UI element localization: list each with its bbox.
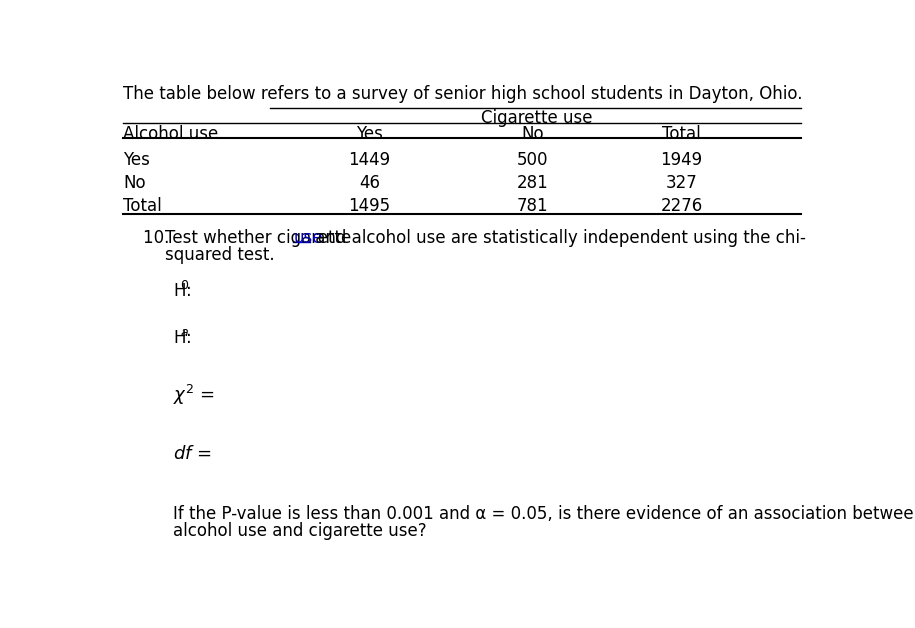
Text: :: : xyxy=(186,282,191,300)
Text: 1449: 1449 xyxy=(349,151,391,169)
Text: Test whether cigarette: Test whether cigarette xyxy=(165,229,357,247)
Text: 327: 327 xyxy=(666,174,697,192)
Text: Cigarette use: Cigarette use xyxy=(480,109,592,127)
Text: Total: Total xyxy=(662,124,701,143)
Text: H: H xyxy=(173,282,186,300)
Text: squared test.: squared test. xyxy=(165,246,274,264)
Text: alcohol use and cigarette use?: alcohol use and cigarette use? xyxy=(173,522,427,540)
Text: 281: 281 xyxy=(517,174,549,192)
Text: If the P-value is less than 0.001 and α = 0.05, is there evidence of an associat: If the P-value is less than 0.001 and α … xyxy=(173,505,915,523)
Text: :: : xyxy=(186,330,191,347)
Text: and alcohol use are statistically independent using the chi-: and alcohol use are statistically indepe… xyxy=(310,229,806,247)
Text: 1949: 1949 xyxy=(661,151,703,169)
Text: Alcohol use: Alcohol use xyxy=(123,124,218,143)
Text: No: No xyxy=(522,124,544,143)
Text: use: use xyxy=(294,229,323,247)
Text: $\chi^2$ =: $\chi^2$ = xyxy=(173,383,215,408)
Text: 1495: 1495 xyxy=(349,197,391,215)
Text: Yes: Yes xyxy=(356,124,383,143)
Text: a: a xyxy=(180,327,188,339)
Text: 500: 500 xyxy=(517,151,548,169)
Text: 0: 0 xyxy=(180,279,188,291)
Text: Yes: Yes xyxy=(123,151,150,169)
Text: H: H xyxy=(173,330,186,347)
Text: 781: 781 xyxy=(517,197,549,215)
Text: 46: 46 xyxy=(360,174,380,192)
Text: 2276: 2276 xyxy=(661,197,703,215)
Text: Total: Total xyxy=(123,197,162,215)
Text: No: No xyxy=(123,174,145,192)
Text: $df$ =: $df$ = xyxy=(173,445,212,463)
Text: The table below refers to a survey of senior high school students in Dayton, Ohi: The table below refers to a survey of se… xyxy=(123,85,802,102)
Text: 10.: 10. xyxy=(143,229,175,247)
